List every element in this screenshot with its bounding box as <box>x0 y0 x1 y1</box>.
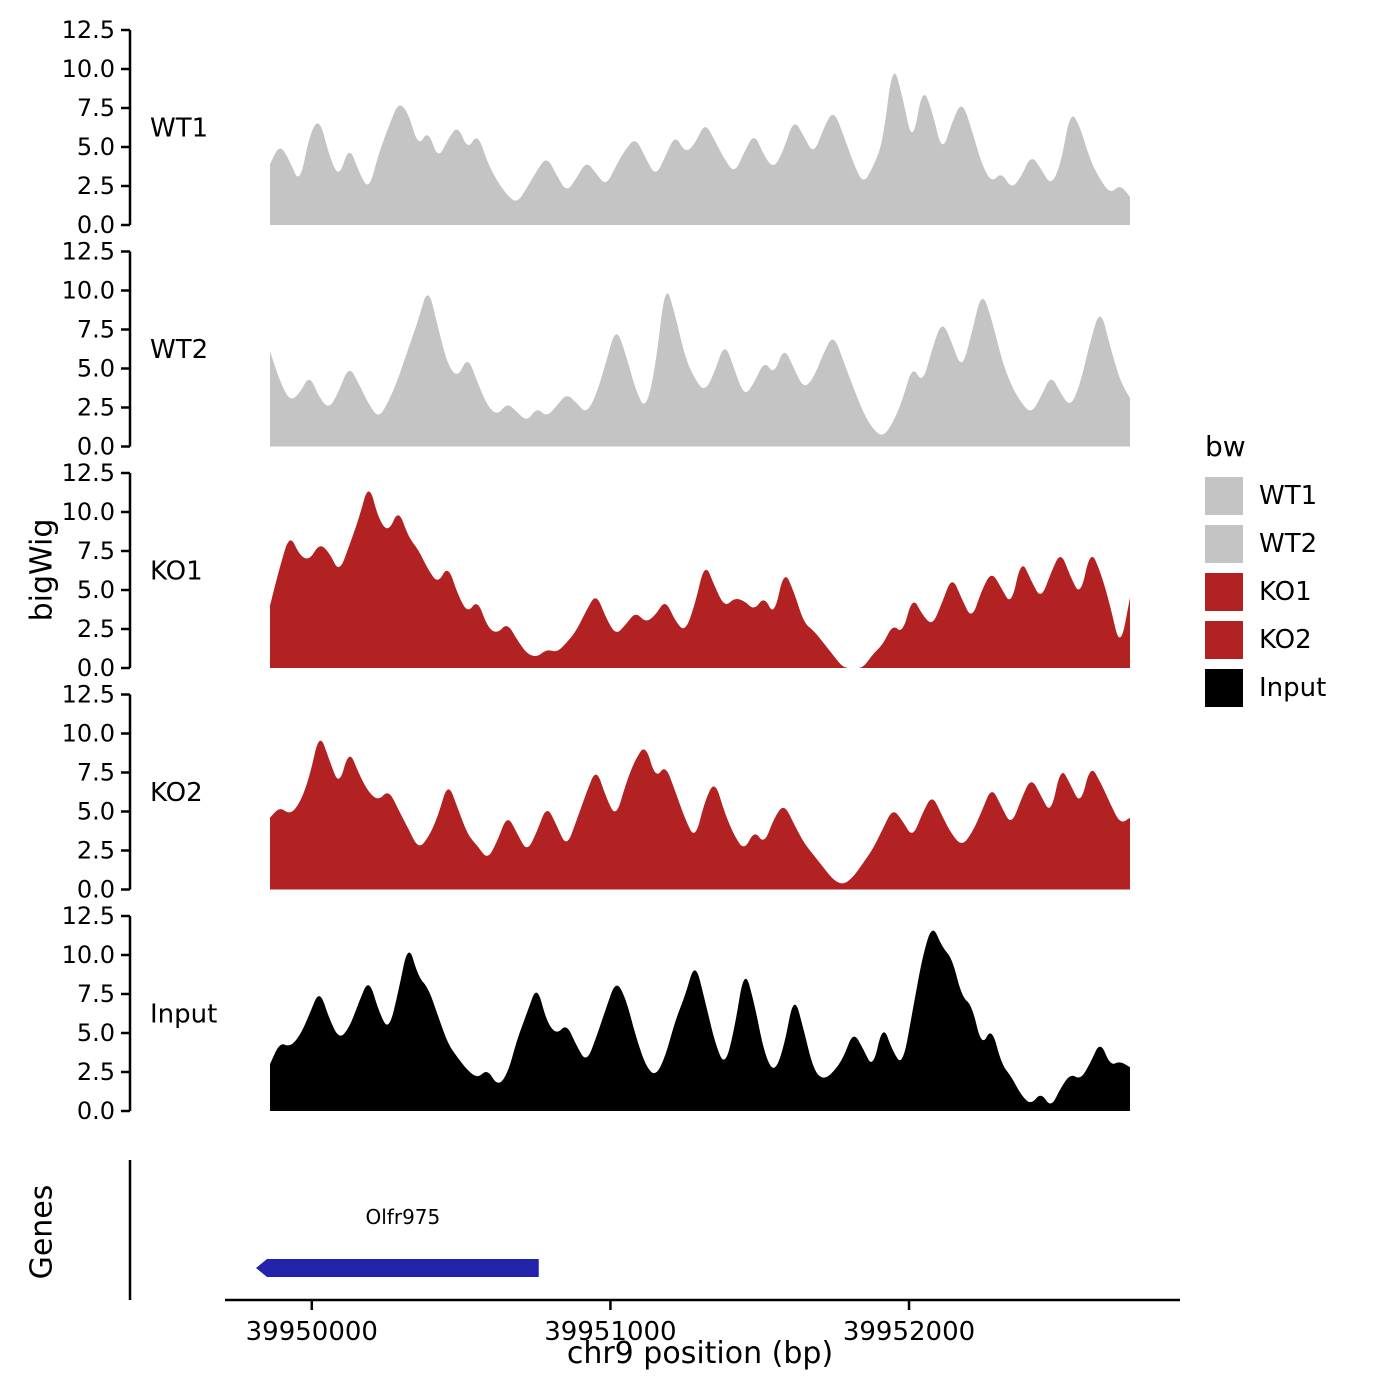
legend-item-WT1: WT1 <box>1205 477 1326 515</box>
legend-item-KO1: KO1 <box>1205 573 1326 611</box>
legend-label: KO1 <box>1259 577 1312 607</box>
y-tick-label: 2.5 <box>77 1058 115 1086</box>
x-tick-label: 39951000 <box>544 1317 676 1347</box>
x-axis-title: chr9 position (bp) <box>566 1336 834 1371</box>
legend-label: KO2 <box>1259 625 1312 655</box>
coverage-area-WT2 <box>270 293 1130 447</box>
y-axis-title-genes: Genes <box>24 1184 60 1280</box>
x-tick-label: 39950000 <box>246 1317 378 1347</box>
y-tick-label: 2.5 <box>77 615 115 643</box>
y-tick-label: 10.0 <box>62 498 115 526</box>
gene-label-Olfr975: Olfr975 <box>366 1205 441 1229</box>
coverage-area-KO2 <box>270 740 1130 890</box>
y-axis-title-bigwig: bigWig <box>24 518 60 622</box>
legend-swatch-KO1 <box>1205 573 1243 611</box>
legend-item-KO2: KO2 <box>1205 621 1326 659</box>
y-tick-label: 7.5 <box>77 537 115 565</box>
legend-label: WT1 <box>1259 481 1318 511</box>
gene-strand-arrow <box>256 1259 268 1277</box>
legend: bw WT1 WT2 KO1 KO2 Input <box>1205 430 1326 717</box>
legend-swatch-WT2 <box>1205 525 1243 563</box>
y-tick-label: 5.0 <box>77 576 115 604</box>
legend-label: WT2 <box>1259 529 1318 559</box>
x-tick-label: 39952000 <box>843 1317 975 1347</box>
y-tick-label: 0.0 <box>77 211 115 239</box>
legend-swatch-WT1 <box>1205 477 1243 515</box>
track-label-WT1: WT1 <box>150 114 208 144</box>
track-label-Input: Input <box>150 1000 217 1030</box>
coverage-area-WT1 <box>270 73 1130 225</box>
gene-bar-Olfr975 <box>267 1259 539 1277</box>
track-label-WT2: WT2 <box>150 335 208 365</box>
y-tick-label: 10.0 <box>62 941 115 969</box>
y-tick-label: 2.5 <box>77 837 115 865</box>
legend-items: WT1 WT2 KO1 KO2 Input <box>1205 477 1326 707</box>
y-tick-label: 0.0 <box>77 876 115 904</box>
y-tick-label: 0.0 <box>77 433 115 461</box>
track-label-KO1: KO1 <box>150 557 203 587</box>
legend-item-WT2: WT2 <box>1205 525 1326 563</box>
y-tick-label: 10.0 <box>62 55 115 83</box>
y-tick-label: 12.5 <box>62 681 115 709</box>
y-tick-label: 12.5 <box>62 16 115 44</box>
y-tick-label: 5.0 <box>77 1019 115 1047</box>
y-tick-label: 0.0 <box>77 654 115 682</box>
y-tick-label: 2.5 <box>77 394 115 422</box>
y-tick-label: 5.0 <box>77 133 115 161</box>
coverage-area-Input <box>270 930 1130 1111</box>
y-tick-label: 7.5 <box>77 759 115 787</box>
y-tick-label: 5.0 <box>77 798 115 826</box>
y-tick-label: 2.5 <box>77 172 115 200</box>
y-tick-label: 5.0 <box>77 355 115 383</box>
legend-title: bw <box>1205 430 1246 463</box>
legend-item-Input: Input <box>1205 669 1326 707</box>
legend-label: Input <box>1259 673 1327 703</box>
y-tick-label: 7.5 <box>77 980 115 1008</box>
y-tick-label: 10.0 <box>62 720 115 748</box>
coverage-area-KO1 <box>270 491 1130 668</box>
y-tick-label: 10.0 <box>62 277 115 305</box>
y-tick-label: 0.0 <box>77 1097 115 1125</box>
legend-swatch-KO2 <box>1205 621 1243 659</box>
y-tick-label: 12.5 <box>62 902 115 930</box>
track-label-KO2: KO2 <box>150 778 203 808</box>
legend-swatch-Input <box>1205 669 1243 707</box>
y-tick-label: 12.5 <box>62 238 115 266</box>
y-tick-label: 12.5 <box>62 459 115 487</box>
y-tick-label: 7.5 <box>77 316 115 344</box>
y-tick-label: 7.5 <box>77 94 115 122</box>
